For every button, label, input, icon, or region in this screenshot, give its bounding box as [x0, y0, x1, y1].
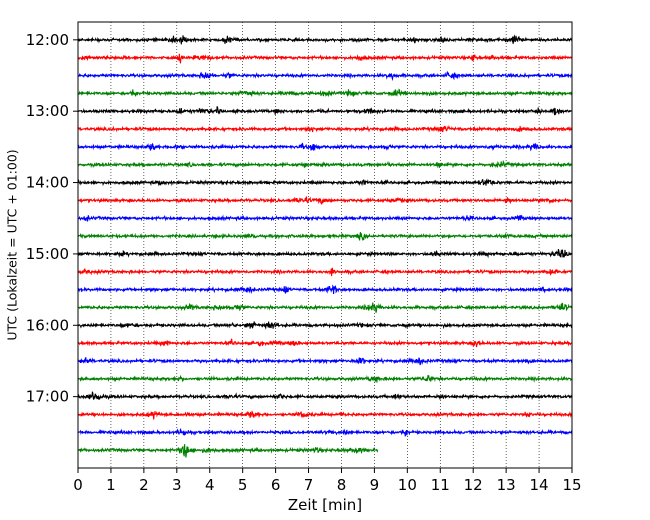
trace-row [77, 53, 573, 64]
trace-row [77, 142, 573, 152]
trace-row [77, 391, 573, 401]
trace-row [77, 159, 573, 169]
trace-row [77, 34, 573, 45]
y-tick-label: 14:00 [26, 174, 69, 192]
x-tick-label: 8 [337, 476, 347, 494]
vertical-gridlines [110, 22, 540, 468]
y-tick-label: 13:00 [26, 102, 69, 120]
trace-row [77, 338, 573, 348]
trace-row [77, 88, 573, 98]
x-tick-label: 14 [530, 476, 549, 494]
x-tick-label: 11 [431, 476, 450, 494]
trace-row [77, 284, 573, 295]
trace-row [77, 124, 572, 133]
x-tick-label: 9 [370, 476, 380, 494]
trace-row [77, 374, 572, 383]
y-tick-label: 15:00 [26, 245, 69, 263]
trace-row [77, 196, 573, 205]
trace-row [77, 428, 573, 437]
x-tick-label: 6 [271, 476, 281, 494]
x-tick-label: 0 [73, 476, 83, 494]
trace-row [77, 231, 573, 242]
x-axis-label: Zeit [min] [288, 496, 362, 514]
x-axis-ticks: 0 1 2 3 4 5 6 7 8 9 10 11 12 13 14 15 [73, 468, 582, 494]
trace-row [77, 178, 573, 187]
trace-row [77, 267, 573, 277]
trace-row [78, 106, 573, 116]
trace-row [78, 444, 379, 458]
x-tick-label: 13 [497, 476, 516, 494]
y-tick-label: 16:00 [26, 316, 69, 334]
trace-row [77, 302, 573, 313]
x-tick-label: 5 [238, 476, 248, 494]
y-axis-label: UTC (Lokalzeit = UTC + 01:00) [4, 149, 19, 340]
x-tick-label: 7 [304, 476, 314, 494]
seismic-traces [77, 34, 573, 458]
plot-frame [77, 21, 573, 469]
x-tick-label: 15 [562, 476, 581, 494]
trace-row [77, 410, 573, 420]
trace-row [77, 70, 573, 82]
x-tick-label: 3 [172, 476, 182, 494]
x-tick-label: 1 [106, 476, 116, 494]
x-tick-label: 12 [464, 476, 483, 494]
y-axis-ticks: 12:00 13:00 14:00 15:00 16:00 17:00 [26, 31, 78, 406]
x-tick-label: 4 [205, 476, 215, 494]
trace-row [77, 248, 573, 259]
x-tick-label: 2 [139, 476, 149, 494]
y-tick-label: 17:00 [26, 388, 69, 406]
x-tick-label: 10 [398, 476, 417, 494]
y-tick-label: 12:00 [26, 31, 69, 49]
trace-row [77, 321, 573, 330]
trace-row [77, 214, 573, 222]
trace-row [77, 357, 573, 366]
